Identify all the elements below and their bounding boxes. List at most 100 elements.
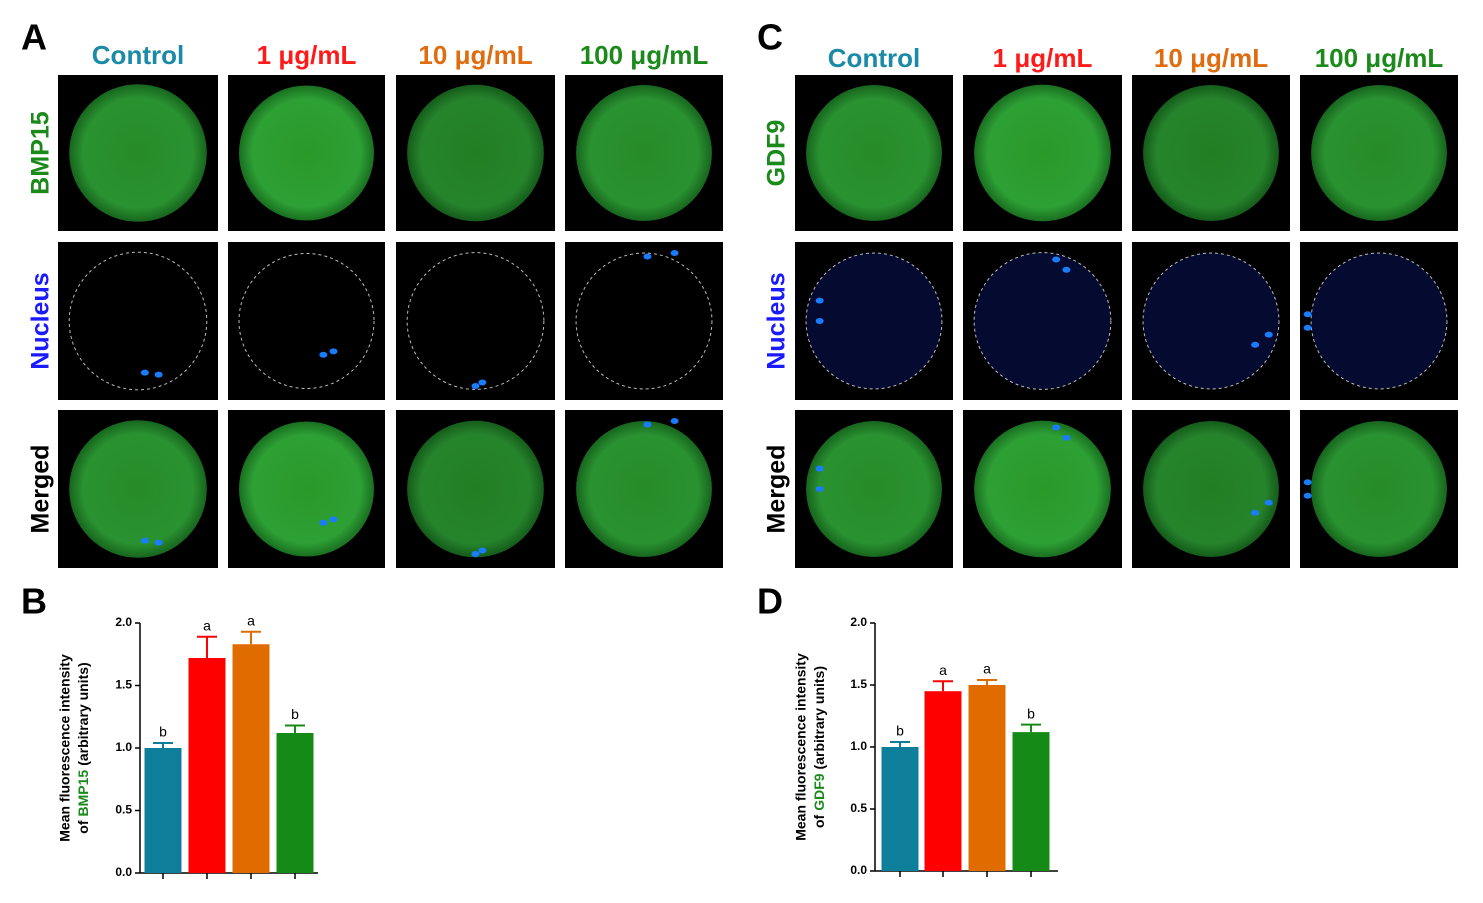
nucleus bbox=[643, 253, 652, 260]
nucleus bbox=[319, 519, 328, 526]
y-axis-label: of BMP15 (arbitrary units) bbox=[75, 662, 91, 833]
y-tick-label: 1.5 bbox=[115, 678, 132, 692]
oocyte-outline bbox=[973, 252, 1112, 390]
nucleus bbox=[319, 351, 328, 358]
y-tick-label: 1.5 bbox=[850, 677, 867, 691]
bar bbox=[276, 733, 314, 873]
y-axis-label-part: of bbox=[75, 820, 91, 834]
bar bbox=[968, 685, 1006, 871]
y-axis-label: Mean fluorescence intensity bbox=[57, 654, 73, 842]
nucleus bbox=[478, 379, 487, 386]
y-tick-label: 0.5 bbox=[115, 803, 132, 817]
y-axis-label: of GDF9 (arbitrary units) bbox=[811, 666, 827, 828]
nucleus bbox=[1052, 424, 1061, 431]
column-header: Control bbox=[92, 40, 184, 70]
nucleus bbox=[1251, 509, 1260, 516]
y-axis-label-part: (arbitrary units) bbox=[811, 666, 827, 769]
nucleus bbox=[329, 348, 338, 355]
nucleus bbox=[329, 516, 338, 523]
oocyte bbox=[69, 84, 207, 222]
nucleus bbox=[140, 369, 149, 376]
micrograph bbox=[228, 242, 385, 400]
row-label: BMP15 bbox=[27, 111, 55, 194]
oocyte bbox=[576, 421, 712, 557]
nucleus bbox=[815, 486, 824, 492]
y-tick-label: 2.0 bbox=[115, 615, 132, 629]
nucleus bbox=[471, 550, 480, 557]
nucleus bbox=[1062, 434, 1071, 441]
oocyte-outline bbox=[575, 252, 713, 390]
significance-letter: b bbox=[1027, 705, 1035, 721]
oocyte bbox=[1311, 85, 1447, 221]
nucleus bbox=[140, 537, 149, 544]
nucleus bbox=[154, 371, 163, 378]
row-label: GDF9 bbox=[763, 120, 791, 187]
nucleus bbox=[643, 421, 652, 428]
significance-letter: a bbox=[247, 612, 255, 628]
panel-letter: C bbox=[757, 17, 783, 58]
y-tick-label: 0.0 bbox=[850, 863, 867, 877]
column-header: 10 μg/mL bbox=[1154, 43, 1268, 73]
column-header: 100 μg/mL bbox=[1315, 43, 1444, 73]
significance-letter: b bbox=[896, 723, 904, 739]
oocyte bbox=[1311, 421, 1447, 557]
significance-letter: a bbox=[983, 661, 991, 677]
row-label: Merged bbox=[27, 445, 55, 534]
nucleus bbox=[815, 465, 824, 472]
oocyte bbox=[1143, 85, 1279, 221]
micrograph bbox=[58, 242, 218, 400]
column-header: 1 μg/mL bbox=[257, 40, 357, 70]
oocyte bbox=[974, 84, 1111, 222]
nucleus bbox=[1251, 341, 1260, 348]
row-label: Nucleus bbox=[27, 272, 55, 369]
oocyte bbox=[974, 420, 1111, 558]
oocyte bbox=[69, 420, 207, 558]
column-header: 10 μg/mL bbox=[418, 40, 532, 70]
significance-letter: b bbox=[159, 724, 167, 740]
oocyte bbox=[576, 85, 712, 221]
oocyte bbox=[806, 85, 942, 221]
panel-letter: D bbox=[757, 581, 783, 622]
panel-letter: A bbox=[21, 17, 47, 58]
oocyte-outline bbox=[406, 252, 545, 390]
y-tick-label: 2.0 bbox=[850, 615, 867, 629]
significance-letter: a bbox=[203, 617, 211, 633]
column-header: Control bbox=[828, 43, 920, 73]
y-axis-label-part: GDF9 bbox=[811, 773, 827, 811]
y-tick-label: 1.0 bbox=[850, 739, 867, 753]
nucleus bbox=[670, 418, 679, 425]
panel-letter: B bbox=[21, 581, 47, 622]
oocyte-outline bbox=[1310, 252, 1448, 390]
significance-letter: a bbox=[939, 662, 947, 678]
bar bbox=[144, 748, 182, 873]
y-tick-label: 1.0 bbox=[115, 740, 132, 754]
bar bbox=[232, 644, 270, 873]
nucleus bbox=[1264, 499, 1273, 506]
nucleus bbox=[670, 250, 679, 257]
nucleus bbox=[1264, 331, 1273, 338]
row-label: Merged bbox=[763, 445, 791, 534]
micrograph bbox=[565, 242, 723, 400]
oocyte bbox=[407, 84, 544, 222]
bar bbox=[188, 658, 226, 873]
nucleus bbox=[815, 297, 824, 304]
oocyte bbox=[806, 421, 942, 557]
oocyte bbox=[1143, 421, 1279, 557]
y-axis-label-part: BMP15 bbox=[75, 770, 91, 817]
oocyte-outline bbox=[238, 252, 375, 390]
y-axis-label-part: of bbox=[811, 814, 827, 828]
column-header: 1 μg/mL bbox=[993, 43, 1093, 73]
nucleus bbox=[1303, 324, 1312, 331]
y-tick-label: 0.0 bbox=[115, 865, 132, 879]
oocyte bbox=[407, 420, 544, 558]
oocyte bbox=[238, 421, 375, 557]
y-tick-label: 0.5 bbox=[850, 801, 867, 815]
nucleus bbox=[815, 318, 824, 324]
nucleus bbox=[1303, 492, 1312, 499]
micrograph bbox=[396, 242, 555, 400]
y-axis-label: Mean fluorescence intensity bbox=[793, 653, 809, 841]
y-axis-label-part: (arbitrary units) bbox=[75, 662, 91, 765]
bar bbox=[924, 691, 962, 871]
oocyte-outline bbox=[805, 252, 943, 390]
